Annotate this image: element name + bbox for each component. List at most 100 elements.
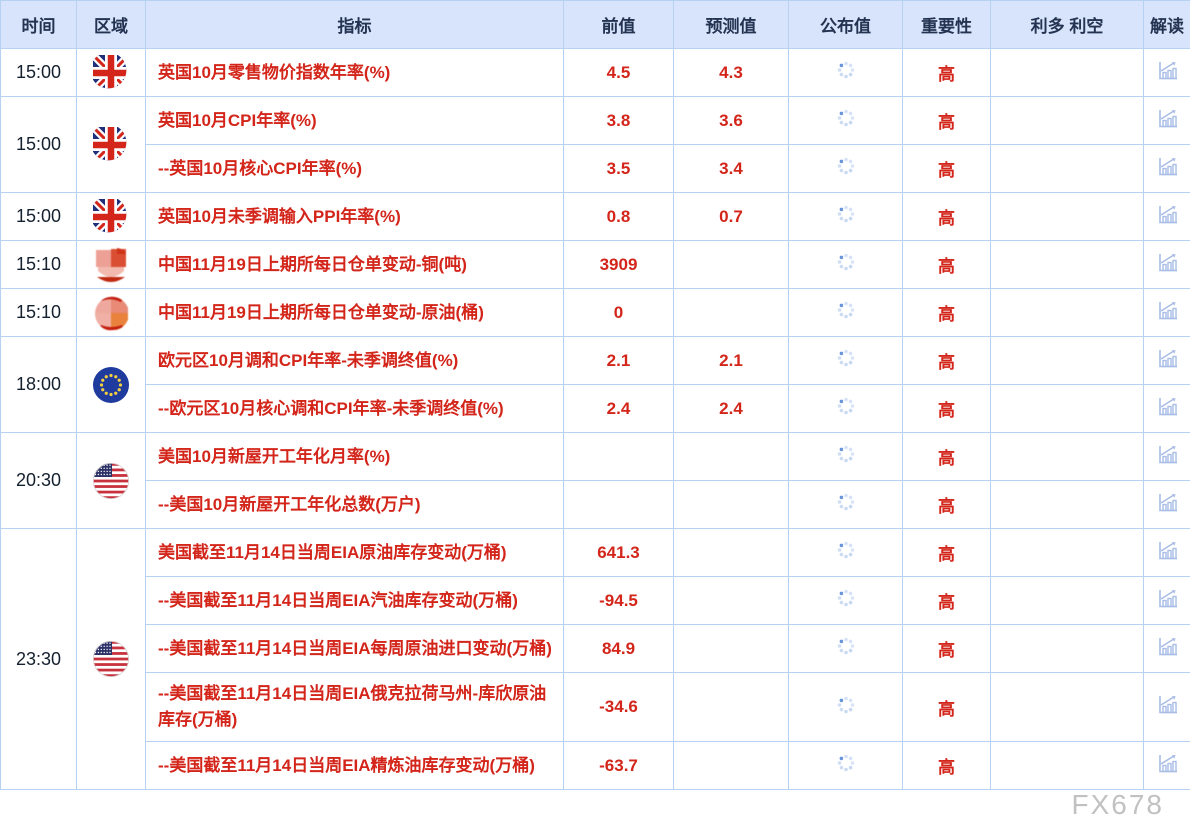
published-value [788, 48, 903, 97]
published-value [788, 480, 903, 529]
column-header-indicator: 指标 [145, 0, 564, 49]
region-cell [76, 432, 146, 529]
loading-spinner-icon [836, 696, 856, 719]
us-flag [93, 650, 129, 667]
region-cell [76, 192, 146, 241]
previous-value: -94.5 [563, 576, 674, 625]
chart-up-icon[interactable] [1156, 109, 1179, 134]
chart-up-icon[interactable] [1156, 205, 1179, 230]
fx678-watermark: FX678 [1071, 789, 1164, 820]
chart-up-icon[interactable] [1156, 157, 1179, 182]
table-row: --欧元区10月核心调和CPI年率-未季调终值(%) 2.4 2.4 高 [0, 384, 1190, 433]
previous-value: 3.8 [563, 96, 674, 145]
chart-up-icon[interactable] [1156, 541, 1179, 566]
table-row: 15:00 英国10月零售物价指数年率(%) 4.5 4.3 高 [0, 48, 1190, 97]
interpret-button[interactable] [1143, 624, 1190, 673]
uk-flag [93, 64, 129, 81]
indicator-link[interactable]: 英国10月零售物价指数年率(%) [145, 48, 564, 97]
indicator-link[interactable]: --欧元区10月核心调和CPI年率-未季调终值(%) [145, 384, 564, 433]
chart-up-icon[interactable] [1156, 637, 1179, 662]
chart-up-icon[interactable] [1156, 253, 1179, 278]
indicator-link[interactable]: --美国截至11月14日当周EIA汽油库存变动(万桶) [145, 576, 564, 625]
indicator-link[interactable]: 美国截至11月14日当周EIA原油库存变动(万桶) [145, 528, 564, 577]
published-value [788, 240, 903, 289]
interpret-button[interactable] [1143, 144, 1190, 193]
loading-spinner-icon [836, 109, 856, 132]
time-cell: 15:00 [0, 192, 77, 241]
loading-spinner-icon [836, 637, 856, 660]
forecast-value: 3.4 [673, 144, 789, 193]
interpret-button[interactable] [1143, 672, 1190, 742]
forecast-value: 0.7 [673, 192, 789, 241]
loading-spinner-icon [836, 754, 856, 777]
interpret-button[interactable] [1143, 288, 1190, 337]
interpret-button[interactable] [1143, 96, 1190, 145]
loading-spinner-icon [836, 157, 856, 180]
column-header-interpret: 解读 [1143, 0, 1190, 49]
forecast-value [673, 672, 789, 742]
importance-badge: 高 [902, 741, 991, 790]
interpret-button[interactable] [1143, 192, 1190, 241]
indicator-link[interactable]: 中国11月19日上期所每日仓单变动-原油(桶) [145, 288, 564, 337]
region-cell [76, 96, 146, 193]
table-row: 15:10 中国11月19日上期所每日仓单变动-原油(桶) 0 高 [0, 288, 1190, 337]
previous-value: -63.7 [563, 741, 674, 790]
table-row: 23:30 美国截至11月14日当周EIA原油库存变动(万桶) 641.3 高 [0, 528, 1190, 790]
previous-value: 0 [563, 288, 674, 337]
interpret-button[interactable] [1143, 576, 1190, 625]
chart-up-icon[interactable] [1156, 696, 1179, 720]
chart-up-icon[interactable] [1156, 493, 1179, 518]
previous-value: 3.5 [563, 144, 674, 193]
indicator-link[interactable]: 英国10月CPI年率(%) [145, 96, 564, 145]
interpret-button[interactable] [1143, 432, 1190, 481]
time-cell: 15:10 [0, 240, 77, 289]
bull-bear-cell [990, 432, 1144, 481]
chart-up-icon[interactable] [1156, 349, 1179, 374]
bull-bear-cell [990, 528, 1144, 577]
indicator-link[interactable]: 欧元区10月调和CPI年率-未季调终值(%) [145, 336, 564, 385]
chart-up-icon[interactable] [1156, 301, 1179, 326]
previous-value: 2.1 [563, 336, 674, 385]
interpret-button[interactable] [1143, 741, 1190, 790]
chart-up-icon[interactable] [1156, 445, 1179, 470]
time-cell: 15:00 [0, 96, 77, 193]
table-row: --美国截至11月14日当周EIA俄克拉荷马州-库欣原油库存(万桶) -34.6 高 [0, 672, 1190, 742]
interpret-button[interactable] [1143, 528, 1190, 577]
column-header-importance: 重要性 [902, 0, 991, 49]
uk-flag [93, 136, 129, 153]
table-row: 20:30 美国10月新屋开工年化月率(%) 高 [0, 432, 1190, 529]
indicator-link[interactable]: --美国截至11月14日当周EIA每周原油进口变动(万桶) [145, 624, 564, 673]
interpret-button[interactable] [1143, 240, 1190, 289]
table-row: --美国截至11月14日当周EIA汽油库存变动(万桶) -94.5 高 [0, 576, 1190, 625]
indicator-link[interactable]: --美国截至11月14日当周EIA精炼油库存变动(万桶) [145, 741, 564, 790]
bull-bear-cell [990, 741, 1144, 790]
loading-spinner-icon [836, 541, 856, 564]
bull-bear-cell [990, 672, 1144, 742]
bull-bear-cell [990, 144, 1144, 193]
indicator-link[interactable]: --英国10月核心CPI年率(%) [145, 144, 564, 193]
chart-up-icon[interactable] [1156, 589, 1179, 614]
loading-spinner-icon [836, 253, 856, 276]
indicator-link[interactable]: --美国10月新屋开工年化总数(万户) [145, 480, 564, 529]
calendar-body: 15:00 英国10月零售物价指数年率(%) 4.5 4.3 高 15:00 [0, 48, 1190, 790]
region-cell [76, 48, 146, 97]
chart-up-icon[interactable] [1156, 397, 1179, 422]
interpret-button[interactable] [1143, 336, 1190, 385]
header-row: 时间 区域 指标 前值 预测值 公布值 重要性 利多 利空 解读 [0, 0, 1190, 49]
interpret-button[interactable] [1143, 48, 1190, 97]
interpret-button[interactable] [1143, 384, 1190, 433]
published-value [788, 384, 903, 433]
bull-bear-cell [990, 384, 1144, 433]
us-flag [93, 472, 129, 489]
indicator-link[interactable]: 英国10月未季调输入PPI年率(%) [145, 192, 564, 241]
chart-up-icon[interactable] [1156, 61, 1179, 86]
uk-flag [93, 208, 129, 225]
chart-up-icon[interactable] [1156, 754, 1179, 779]
indicator-link[interactable]: 美国10月新屋开工年化月率(%) [145, 432, 564, 481]
interpret-button[interactable] [1143, 480, 1190, 529]
indicator-link[interactable]: --美国截至11月14日当周EIA俄克拉荷马州-库欣原油库存(万桶) [145, 672, 564, 742]
published-value [788, 528, 903, 577]
indicator-link[interactable]: 中国11月19日上期所每日仓单变动-铜(吨) [145, 240, 564, 289]
forecast-value [673, 288, 789, 337]
